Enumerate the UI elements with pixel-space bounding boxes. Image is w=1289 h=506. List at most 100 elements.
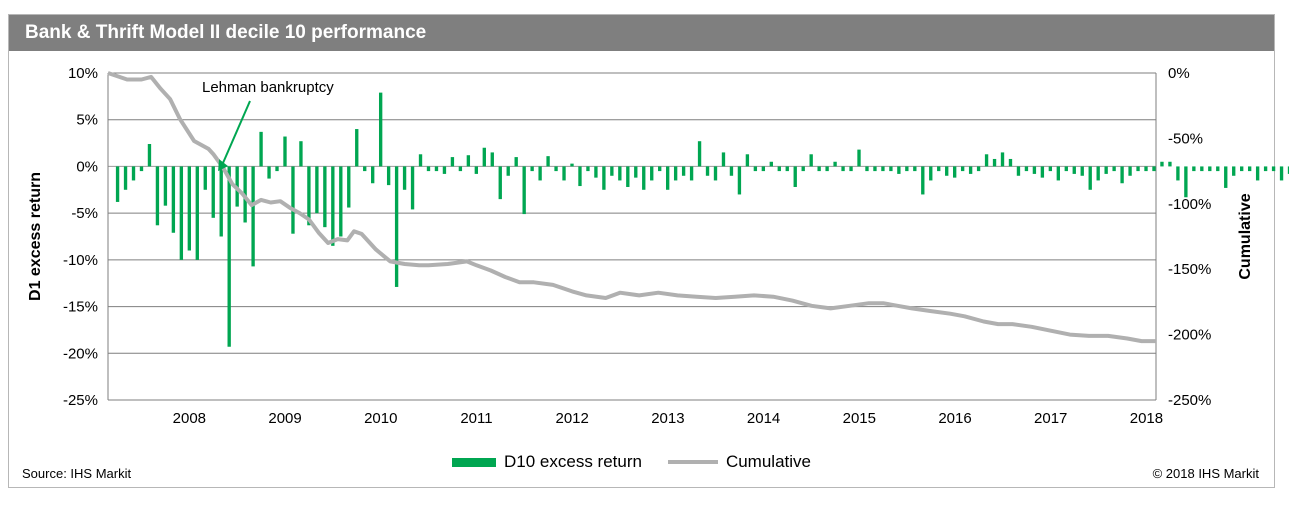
bar bbox=[1144, 166, 1148, 172]
bar bbox=[945, 166, 949, 176]
bar bbox=[1064, 166, 1068, 172]
bar bbox=[1128, 166, 1132, 176]
chart-frame bbox=[8, 14, 1275, 488]
bar bbox=[394, 166, 399, 287]
bar bbox=[219, 166, 223, 237]
bar bbox=[514, 157, 518, 167]
bar bbox=[1271, 166, 1276, 172]
bar bbox=[1104, 166, 1108, 174]
y-left-tick-label: -25% bbox=[63, 392, 98, 409]
bar bbox=[586, 166, 590, 172]
bar bbox=[450, 157, 455, 167]
bar bbox=[1247, 166, 1252, 172]
bar bbox=[992, 158, 997, 167]
bar bbox=[355, 129, 359, 167]
bar bbox=[1096, 166, 1100, 181]
bar bbox=[841, 166, 845, 172]
y-left-tick-label: -10% bbox=[63, 252, 98, 269]
bar bbox=[697, 141, 702, 167]
bar bbox=[825, 166, 829, 172]
x-tick-label: 2009 bbox=[268, 410, 301, 427]
bar bbox=[881, 166, 885, 172]
bar bbox=[434, 166, 439, 172]
bar bbox=[721, 152, 726, 167]
bar bbox=[785, 166, 789, 172]
bar bbox=[299, 141, 303, 167]
bar bbox=[1152, 166, 1156, 172]
bar bbox=[1112, 166, 1116, 172]
bar bbox=[211, 166, 215, 218]
bar bbox=[833, 161, 837, 167]
bar bbox=[729, 166, 734, 176]
bar bbox=[1048, 166, 1053, 172]
bar bbox=[378, 92, 383, 167]
bar bbox=[1000, 152, 1005, 167]
bar bbox=[849, 166, 853, 172]
bar bbox=[1032, 166, 1037, 174]
bar bbox=[793, 166, 797, 187]
x-tick-label: 2012 bbox=[555, 410, 588, 427]
bar bbox=[960, 166, 965, 172]
bar bbox=[458, 166, 463, 172]
bar bbox=[642, 166, 646, 190]
bar bbox=[498, 166, 502, 200]
annotation-arrow-head bbox=[218, 159, 229, 172]
x-tick-label: 2015 bbox=[843, 410, 876, 427]
bar bbox=[1224, 166, 1228, 188]
x-tick-label: 2008 bbox=[173, 410, 206, 427]
x-tick-label: 2017 bbox=[1034, 410, 1067, 427]
bar bbox=[1056, 166, 1060, 181]
bar bbox=[1216, 166, 1220, 172]
bar bbox=[618, 166, 622, 181]
bar bbox=[897, 166, 901, 174]
bar bbox=[1072, 166, 1076, 174]
bar bbox=[984, 154, 989, 167]
bar bbox=[402, 166, 407, 190]
bar bbox=[801, 166, 805, 172]
y-left-tick-label: -5% bbox=[71, 205, 98, 222]
bar bbox=[371, 166, 375, 184]
bar bbox=[163, 166, 168, 206]
bar bbox=[187, 166, 191, 251]
bar bbox=[323, 166, 327, 228]
y-right-axis-title: Cumulative bbox=[1237, 193, 1254, 279]
bar bbox=[1176, 166, 1180, 181]
bar bbox=[968, 166, 973, 174]
y-right-tick-label: -200% bbox=[1168, 327, 1211, 344]
bar bbox=[1255, 166, 1260, 181]
bar bbox=[889, 166, 893, 172]
bar bbox=[937, 166, 941, 172]
bar bbox=[386, 166, 391, 186]
bar bbox=[227, 166, 231, 347]
bar bbox=[123, 166, 128, 190]
bar bbox=[466, 155, 471, 167]
y-right-tick-label: -250% bbox=[1168, 392, 1211, 409]
bar bbox=[1232, 166, 1236, 176]
bar bbox=[753, 166, 758, 172]
bar bbox=[976, 166, 981, 172]
bar bbox=[658, 166, 662, 172]
bar bbox=[737, 166, 742, 195]
bar bbox=[809, 154, 813, 167]
bar bbox=[873, 166, 877, 172]
bar bbox=[817, 166, 821, 172]
bar bbox=[139, 166, 144, 172]
bar bbox=[267, 166, 271, 179]
bar bbox=[1184, 166, 1188, 198]
bar bbox=[761, 166, 766, 172]
y-left-tick-label: -15% bbox=[63, 299, 98, 316]
bar bbox=[115, 166, 120, 202]
legend-line-label: Cumulative bbox=[725, 452, 811, 471]
copyright-note: © 2018 IHS Markit bbox=[1152, 466, 1259, 481]
bar bbox=[259, 131, 263, 167]
bar bbox=[418, 154, 423, 167]
bar bbox=[426, 166, 431, 172]
bar bbox=[1279, 166, 1284, 181]
y-left-tick-label: 0% bbox=[76, 158, 98, 175]
bar bbox=[905, 166, 909, 172]
y-right-tick-label: 0% bbox=[1168, 65, 1190, 82]
bar bbox=[713, 166, 718, 181]
bar bbox=[283, 136, 287, 167]
bar bbox=[347, 166, 351, 208]
